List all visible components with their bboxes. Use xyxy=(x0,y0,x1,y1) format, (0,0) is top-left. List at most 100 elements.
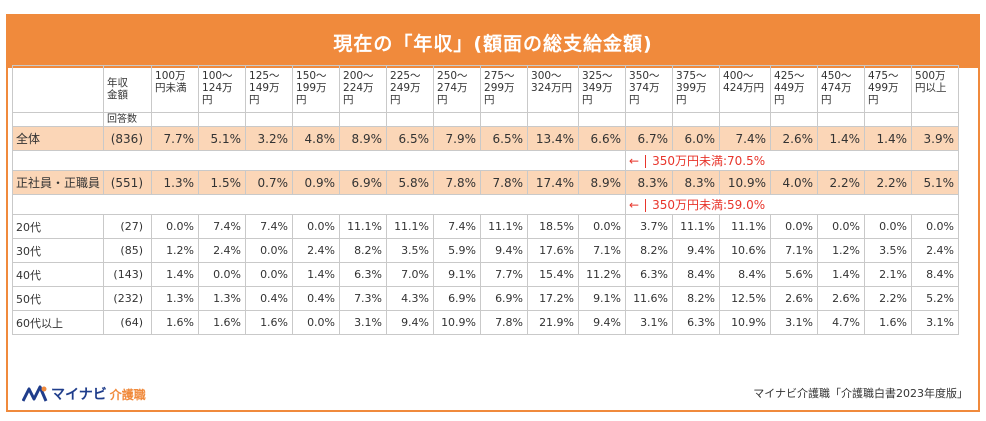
percent-cell: 8.2% xyxy=(672,286,721,311)
percent-cell: 1.4% xyxy=(151,262,200,287)
percent-cell: 5.9% xyxy=(433,238,482,263)
header-row: 年収 金額 100万 円未満 100～ 124万 円 125～ 149万 円 150～ … xyxy=(11,65,960,113)
percent-cell: 4.3% xyxy=(386,286,435,311)
blank-cell xyxy=(433,112,482,127)
percent-cell: 0.0% xyxy=(864,214,913,239)
blank-cell xyxy=(672,112,721,127)
bracket-header: 475～ 499万 円 xyxy=(864,65,913,113)
table-row: 正社員・正職員 (551) 1.3% 1.5% 0.7% 0.9% 6.9% 5.8% 7.8%… xyxy=(11,170,960,195)
amount-label: 年収 金額 xyxy=(103,65,153,113)
blank-cell xyxy=(527,112,580,127)
bracket-header: 350～ 374万 円 xyxy=(625,65,674,113)
respondent-count: (64) xyxy=(103,310,153,335)
note-cell: ← 350万円未満:59.0% xyxy=(625,194,960,215)
percent-cell: 2.4% xyxy=(198,238,247,263)
percent-cell: 0.0% xyxy=(770,214,819,239)
percent-cell: 6.5% xyxy=(480,126,529,151)
percent-cell: 1.6% xyxy=(151,310,200,335)
bracket-header: 250～ 274万 円 xyxy=(433,65,482,113)
percent-cell: 11.1% xyxy=(339,214,388,239)
percent-cell: 2.6% xyxy=(770,126,819,151)
blank-cell xyxy=(11,194,627,215)
percent-cell: 1.4% xyxy=(864,126,913,151)
percent-cell: 0.0% xyxy=(578,214,627,239)
percent-cell: 3.7% xyxy=(625,214,674,239)
percent-cell: 11.1% xyxy=(719,214,772,239)
percent-cell: 6.6% xyxy=(578,126,627,151)
percent-cell: 9.4% xyxy=(480,238,529,263)
percent-cell: 5.6% xyxy=(770,262,819,287)
table-row: 全体 (836) 7.7% 5.1% 3.2% 4.8% 8.9% 6.5% 7.9% 6.5% 1… xyxy=(11,126,960,151)
percent-cell: 17.2% xyxy=(527,286,580,311)
respondent-count: (232) xyxy=(103,286,153,311)
respondents-label: 回答数 xyxy=(103,112,153,127)
percent-cell: 3.1% xyxy=(625,310,674,335)
percent-cell: 0.0% xyxy=(198,262,247,287)
bracket-header: 275～ 299万 円 xyxy=(480,65,529,113)
percent-cell: 1.3% xyxy=(151,286,200,311)
blank-cell xyxy=(719,112,772,127)
blank-cell xyxy=(911,112,960,127)
percent-cell: 2.6% xyxy=(817,286,866,311)
respondent-count: (85) xyxy=(103,238,153,263)
blank-cell xyxy=(151,112,200,127)
percent-cell: 1.2% xyxy=(151,238,200,263)
percent-cell: 6.9% xyxy=(480,286,529,311)
percent-cell: 7.4% xyxy=(198,214,247,239)
row-label: 全体 xyxy=(11,126,105,151)
blank-cell xyxy=(198,112,247,127)
corner-cell xyxy=(11,65,105,113)
percent-cell: 13.4% xyxy=(527,126,580,151)
percent-cell: 5.1% xyxy=(911,170,960,195)
percent-cell: 7.4% xyxy=(433,214,482,239)
percent-cell: 10.9% xyxy=(719,170,772,195)
percent-cell: 8.2% xyxy=(625,238,674,263)
respondent-count: (836) xyxy=(103,126,153,151)
bracket-header: 300～ 324万円 xyxy=(527,65,580,113)
table-row: 30代 (85) 1.2% 2.4% 0.0% 2.4% 8.2% 3.5% 5.9% 9.4% 1… xyxy=(11,238,960,263)
bracket-header: 425～ 449万 円 xyxy=(770,65,819,113)
percent-cell: 0.0% xyxy=(292,310,341,335)
blank-cell xyxy=(386,112,435,127)
percent-cell: 9.1% xyxy=(578,286,627,311)
page-title: 現在の「年収」(額面の総支給金額) xyxy=(8,16,978,68)
percent-cell: 2.4% xyxy=(911,238,960,263)
percent-cell: 10.9% xyxy=(433,310,482,335)
note-value: 350万円未満:70.5% xyxy=(652,154,766,168)
row-label: 50代 xyxy=(11,286,105,311)
blank-cell xyxy=(578,112,627,127)
percent-cell: 2.1% xyxy=(864,262,913,287)
percent-cell: 7.8% xyxy=(480,170,529,195)
blank-cell xyxy=(339,112,388,127)
percent-cell: 4.0% xyxy=(770,170,819,195)
note-row: ← 350万円未満:70.5% xyxy=(11,150,960,171)
percent-cell: 0.0% xyxy=(245,238,294,263)
row-label: 40代 xyxy=(11,262,105,287)
divider xyxy=(645,155,647,168)
blank-cell xyxy=(11,150,627,171)
bracket-header: 400～ 424万円 xyxy=(719,65,772,113)
percent-cell: 0.4% xyxy=(292,286,341,311)
percent-cell: 2.2% xyxy=(817,170,866,195)
percent-cell: 7.3% xyxy=(339,286,388,311)
blank-cell xyxy=(625,112,674,127)
table-row: 40代 (143) 1.4% 0.0% 0.0% 1.4% 6.3% 7.0% 9.1% 7.7%… xyxy=(11,262,960,287)
percent-cell: 9.4% xyxy=(578,310,627,335)
percent-cell: 11.1% xyxy=(386,214,435,239)
blank-cell xyxy=(770,112,819,127)
percent-cell: 1.4% xyxy=(817,126,866,151)
percent-cell: 1.4% xyxy=(817,262,866,287)
blank-cell xyxy=(11,112,105,127)
bracket-header: 100万 円未満 xyxy=(151,65,200,113)
note-text: ← 350万円未満:59.0% xyxy=(629,196,765,213)
arrow-left-icon: ← xyxy=(629,198,640,212)
percent-cell: 10.9% xyxy=(719,310,772,335)
percent-cell: 0.4% xyxy=(245,286,294,311)
respondent-count: (143) xyxy=(103,262,153,287)
percent-cell: 3.2% xyxy=(245,126,294,151)
percent-cell: 8.2% xyxy=(339,238,388,263)
percent-cell: 12.5% xyxy=(719,286,772,311)
percent-cell: 7.9% xyxy=(433,126,482,151)
percent-cell: 4.8% xyxy=(292,126,341,151)
percent-cell: 7.7% xyxy=(480,262,529,287)
